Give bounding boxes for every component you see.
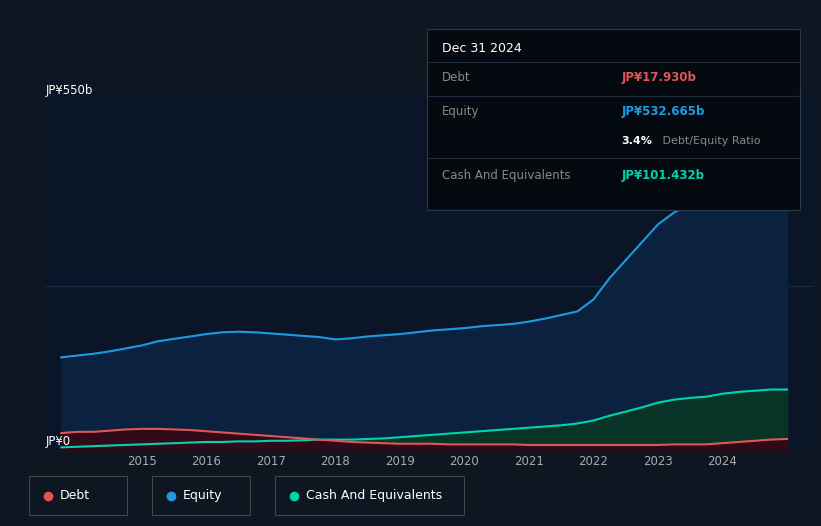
- Text: JP¥532.665b: JP¥532.665b: [621, 105, 704, 118]
- Text: Equity: Equity: [183, 489, 222, 502]
- Text: JP¥0: JP¥0: [45, 435, 71, 448]
- Text: Debt/Equity Ratio: Debt/Equity Ratio: [658, 136, 760, 146]
- Text: Cash And Equivalents: Cash And Equivalents: [442, 169, 571, 181]
- Text: 3.4%: 3.4%: [621, 136, 652, 146]
- Text: JP¥550b: JP¥550b: [45, 84, 93, 97]
- Text: JP¥17.930b: JP¥17.930b: [621, 70, 696, 84]
- Text: Cash And Equivalents: Cash And Equivalents: [306, 489, 443, 502]
- Text: Equity: Equity: [442, 105, 479, 118]
- Text: Debt: Debt: [60, 489, 90, 502]
- Text: Debt: Debt: [442, 70, 470, 84]
- Text: Dec 31 2024: Dec 31 2024: [442, 42, 521, 55]
- Text: JP¥101.432b: JP¥101.432b: [621, 169, 704, 181]
